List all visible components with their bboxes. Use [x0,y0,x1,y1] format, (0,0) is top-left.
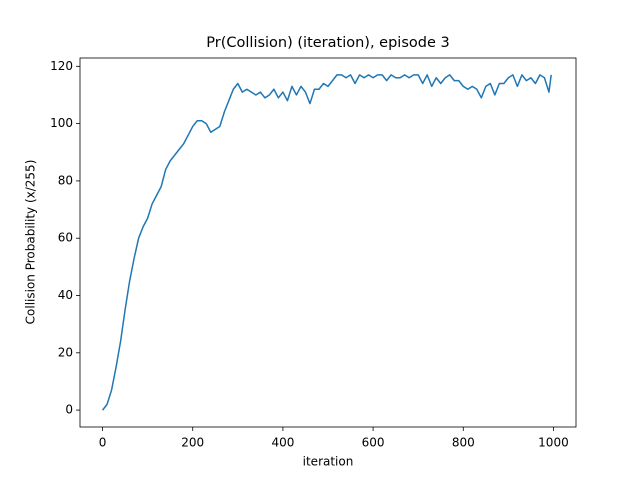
x-tick-label: 0 [99,436,107,450]
y-tick-label: 60 [58,231,73,245]
y-tick-label: 20 [58,345,73,359]
x-tick-label: 200 [181,436,204,450]
x-tick-label: 800 [452,436,475,450]
chart-title: Pr(Collision) (iteration), episode 3 [206,35,449,51]
y-tick-label: 0 [65,403,73,417]
x-tick-label: 400 [271,436,294,450]
y-axis-label: Collision Probability (x/255) [24,160,38,325]
y-tick-label: 80 [58,173,73,187]
y-tick-label: 40 [58,288,73,302]
x-axis-label: iteration [303,455,354,469]
data-line [101,74,552,411]
x-tick-label: 600 [362,436,385,450]
y-tick-label: 100 [50,116,73,130]
plot-frame [79,57,577,428]
x-tick-label: 1000 [538,436,569,450]
y-tick-label: 120 [50,59,73,73]
